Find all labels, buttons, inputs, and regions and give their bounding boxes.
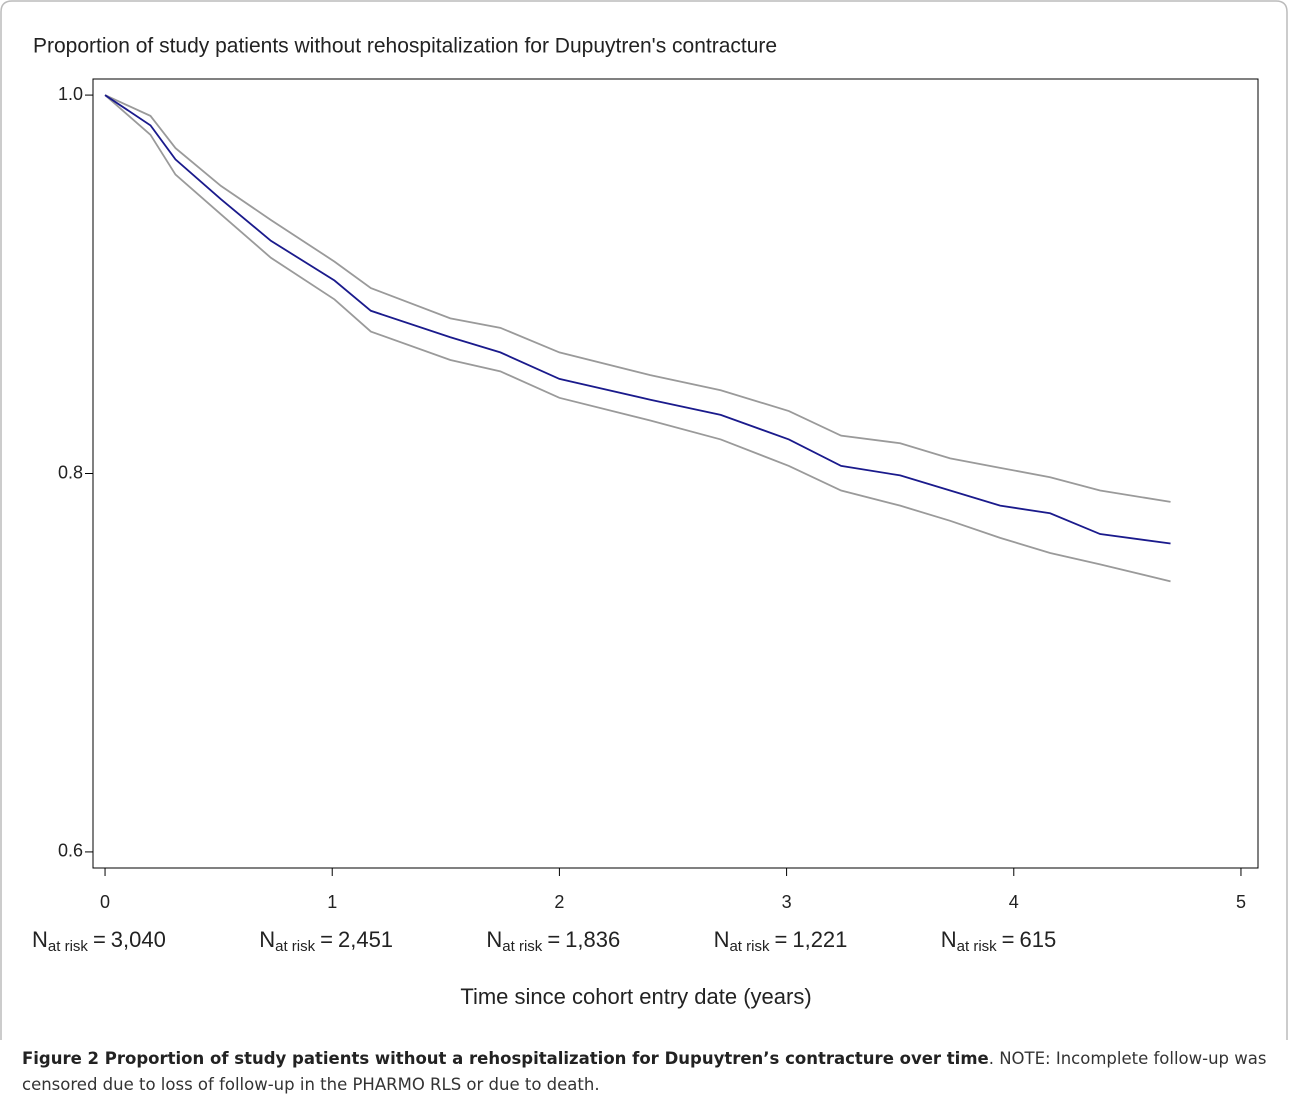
x-axis-label: Time since cohort entry date (years) (460, 984, 811, 1009)
chart-title: Proportion of study patients without reh… (33, 35, 777, 58)
caption: Figure 2 Proportion of study patients wi… (22, 1046, 1272, 1098)
at-risk-equals: = (774, 927, 787, 952)
at-risk-label: Nat risk = 1,221 (714, 927, 848, 955)
at-risk-label: Nat risk = 3,040 (32, 927, 166, 955)
plot-area (92, 78, 1259, 869)
at-risk-equals: = (547, 927, 560, 952)
at-risk-symbol: N (32, 927, 48, 952)
at-risk-subscript: at risk (275, 938, 316, 955)
at-risk-subscript: at risk (502, 938, 543, 955)
at-risk-label: Nat risk = 615 (941, 927, 1056, 955)
chart: Proportion of study patients without reh… (0, 0, 1288, 1040)
at-risk-count: 1,221 (792, 927, 847, 952)
at-risk-count: 615 (1020, 927, 1057, 952)
at-risk-label: Nat risk = 1,836 (486, 927, 620, 955)
at-risk-subscript: at risk (729, 938, 770, 955)
caption-bold: Figure 2 Proportion of study patients wi… (22, 1049, 989, 1068)
at-risk-equals: = (93, 927, 106, 952)
x-tick-label: 1 (327, 892, 337, 912)
survival-line (104, 94, 1171, 583)
at-risk-symbol: N (941, 927, 957, 952)
caption-text: . NOTE: Incomplete follow-up was censore… (22, 1049, 1267, 1094)
at-risk-symbol: N (714, 927, 730, 952)
at-risk-symbol: N (259, 927, 275, 952)
survival-line (104, 94, 1171, 545)
y-tick-label: 1.0 (58, 84, 83, 104)
x-tick-label: 0 (100, 892, 110, 912)
x-tick-label: 3 (782, 892, 792, 912)
at-risk-label: Nat risk = 2,451 (259, 927, 393, 955)
x-tick-label: 4 (1009, 892, 1019, 912)
at-risk-count: 2,451 (338, 927, 393, 952)
at-risk-subscript: at risk (48, 938, 89, 955)
x-tick-label: 5 (1236, 892, 1246, 912)
at-risk-symbol: N (486, 927, 502, 952)
at-risk-count: 3,040 (111, 927, 166, 952)
at-risk-equals: = (320, 927, 333, 952)
y-tick-label: 0.6 (58, 841, 83, 861)
x-tick-label: 2 (554, 892, 564, 912)
at-risk-equals: = (1002, 927, 1015, 952)
at-risk-count: 1,836 (565, 927, 620, 952)
y-tick-label: 0.8 (58, 462, 83, 482)
frame (0, 0, 1288, 1040)
survival-line (104, 94, 1171, 503)
at-risk-subscript: at risk (957, 938, 998, 955)
